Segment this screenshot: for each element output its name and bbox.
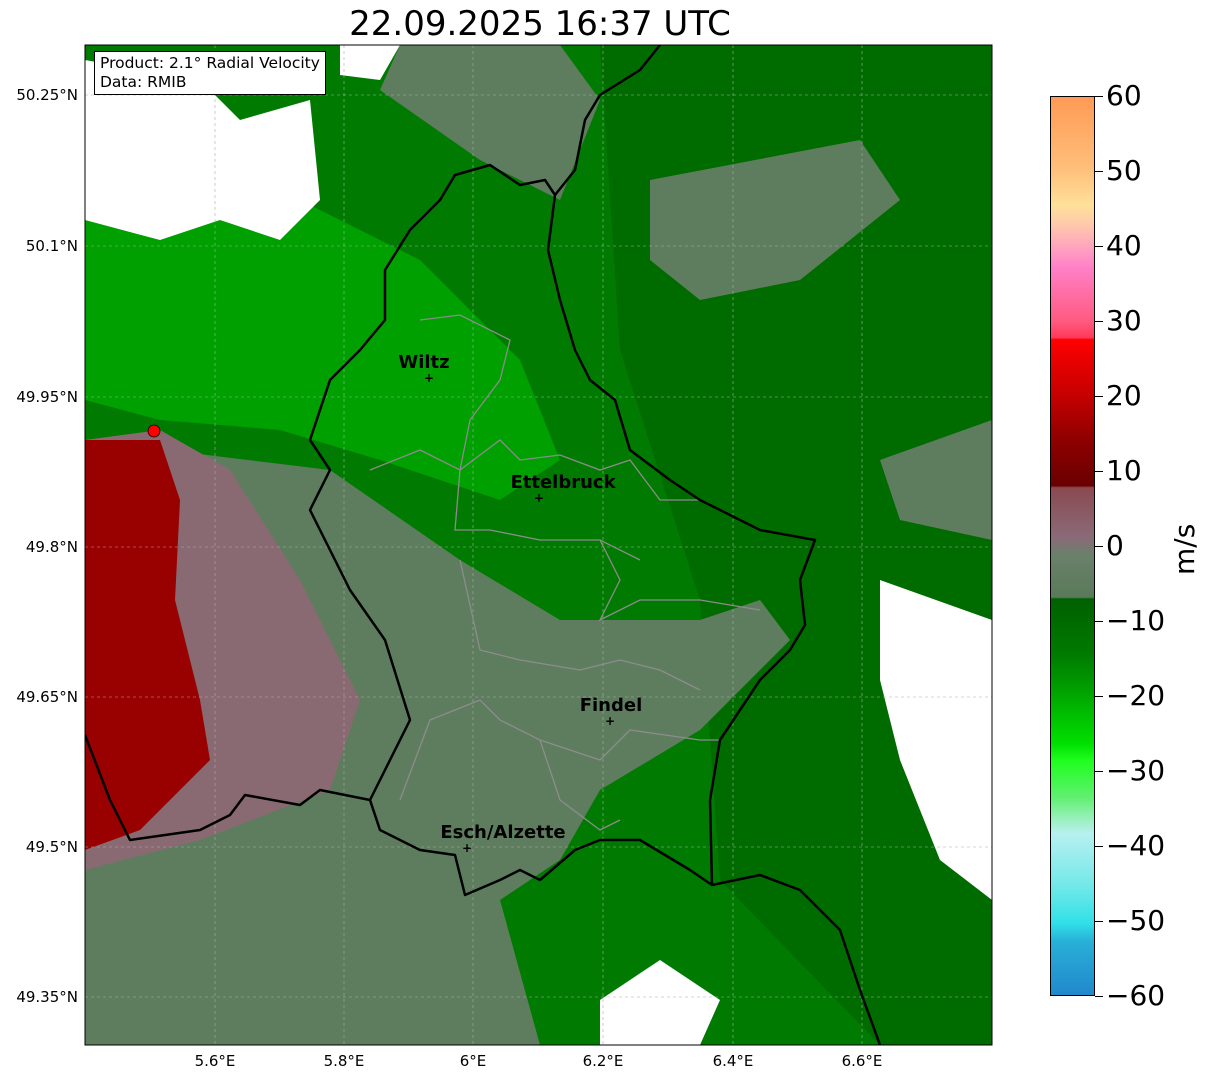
city-marker-icon: + [462,841,472,855]
echo-gray-se [880,420,992,540]
colorbar-tick-label: −50 [1106,904,1166,937]
product-info-box: Product: 2.1° Radial Velocity Data: RMIB [94,51,326,95]
city-marker-icon: + [424,371,434,385]
colorbar-tick-label: 40 [1106,229,1142,262]
city-label-wiltz: Wiltz [398,352,449,373]
colorbar-tick-mark [1095,696,1103,697]
colorbar-tick-label: −40 [1106,829,1166,862]
lon-tick: 5.8°E [323,1052,365,1070]
radar-velocity-layer [85,45,992,1045]
colorbar-tick-mark [1095,96,1103,97]
city-marker-icon: + [605,714,615,728]
colorbar-tick-mark [1095,621,1103,622]
colorbar-tick-mark [1095,771,1103,772]
lat-tick: 50.1°N [25,237,78,255]
map-title: 22.09.2025 16:37 UTC [349,4,731,44]
colorbar-tick-mark [1095,546,1103,547]
canton-borders [369,314,761,831]
city-label-findel: Findel [580,695,643,716]
graticule [85,45,992,1045]
colorbar-tick-mark [1095,846,1103,847]
colorbar-unit: m/s [1168,523,1201,575]
lon-tick: 6°E [459,1052,487,1070]
colorbar-tick-mark [1095,471,1103,472]
colorbar-tick-label: 60 [1106,79,1142,112]
colorbar-tick-mark [1095,171,1103,172]
no-echo-ne [880,580,992,900]
lat-tick: 49.65°N [16,688,78,706]
echo-bright-green [85,140,560,500]
lon-tick: 5.6°E [194,1052,236,1070]
data-source-label: Data: RMIB [100,73,187,91]
no-echo-nw [85,60,320,240]
map-frame [84,44,993,1046]
city-label-ettelbruck: Ettelbruck [510,472,616,493]
product-label: Product: 2.1° Radial Velocity [100,54,320,72]
lat-tick: 49.95°N [16,388,78,406]
colorbar-tick-label: 10 [1106,454,1142,487]
no-echo-n [340,45,400,80]
lon-tick: 6.4°E [712,1052,754,1070]
city-marker-icon: + [534,491,544,505]
velocity-colorbar [1050,96,1095,996]
lat-tick: 50.25°N [16,86,78,104]
colorbar-tick-label: −20 [1106,679,1166,712]
echo-gray-north [380,45,600,200]
colorbar-tick-label: −60 [1106,979,1166,1012]
colorbar-tick-label: 20 [1106,379,1142,412]
colorbar-tick-label: 50 [1106,154,1142,187]
echo-red [85,440,210,850]
colorbar-tick-label: 30 [1106,304,1142,337]
radar-site-marker [147,424,161,438]
colorbar-tick-label: 0 [1106,529,1124,562]
no-echo-s [600,960,720,1045]
colorbar-tick-label: −10 [1106,604,1166,637]
colorbar-tick-mark [1095,921,1103,922]
lat-tick: 49.5°N [25,838,78,856]
echo-gray-ne [650,140,900,300]
colorbar-tick-mark [1095,396,1103,397]
colorbar-tick-label: −30 [1106,754,1166,787]
colorbar-tick-mark [1095,996,1103,997]
colorbar-tick-mark [1095,246,1103,247]
lat-tick: 49.8°N [25,538,78,556]
colorbar-tick-mark [1095,321,1103,322]
city-label-esch: Esch/Alzette [440,822,565,843]
lon-tick: 6.6°E [841,1052,883,1070]
lat-tick: 49.35°N [16,988,78,1006]
country-borders [85,45,882,1045]
lon-tick: 6.2°E [582,1052,624,1070]
